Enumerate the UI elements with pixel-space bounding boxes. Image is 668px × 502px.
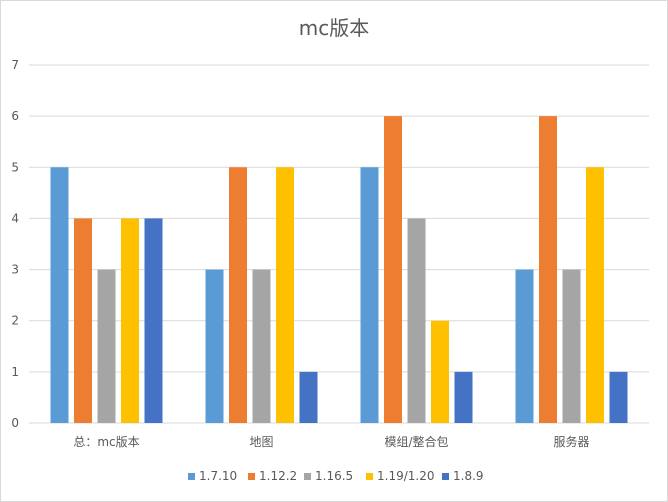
y-tick-label: 1 [11,365,19,379]
legend-swatch [366,473,373,480]
bar-1.12.2-模组/整合包 [384,116,402,424]
y-tick-label: 3 [11,263,19,277]
x-tick-label: 服务器 [553,434,589,449]
y-tick-label: 4 [11,211,19,225]
bar-1.16.5-模组/整合包 [407,218,426,423]
y-axis-ticks: 0 1 2 3 4 5 6 7 [11,58,19,430]
y-tick-label: 2 [11,314,19,328]
x-tick-label: 总：mc版本 [73,435,139,449]
bar-1.8.9-地图 [299,371,318,423]
y-tick-label: 6 [11,109,19,123]
legend-label: 1.16.5 [315,469,353,483]
legend-swatch [188,473,195,480]
legend-label: 1.7.10 [199,469,237,483]
legend-swatch [248,473,255,480]
bar-1.19/1.20-总：mc版本 [121,218,139,423]
bar-1.12.2-总：mc版本 [74,218,92,423]
bar-1.19/1.20-地图 [276,167,294,423]
bar-1.7.10-服务器 [515,269,534,423]
bar-1.16.5-服务器 [562,269,581,423]
legend-swatch [442,473,449,480]
x-tick-label: 模组/整合包 [384,434,448,449]
bar-1.7.10-地图 [205,269,224,423]
bar-1.16.5-总：mc版本 [97,269,116,423]
chart-title: mc版本 [299,16,369,40]
y-tick-label: 5 [11,160,19,174]
legend: 1.7.10 1.12.2 1.16.5 1.19/1.20 1.8.9 [188,469,484,483]
y-tick-label: 7 [11,58,19,72]
y-tick-label: 0 [11,416,19,430]
legend-label: 1.12.2 [259,469,297,483]
bar-1.12.2-服务器 [539,116,557,424]
bar-1.7.10-总：mc版本 [50,167,69,423]
x-tick-label: 地图 [249,435,273,449]
legend-swatch [304,473,311,480]
legend-label: 1.8.9 [453,469,484,483]
bar-1.19/1.20-模组/整合包 [431,320,449,423]
bar-1.8.9-服务器 [609,371,628,423]
bar-1.8.9-总：mc版本 [144,218,163,423]
x-axis-labels: 总：mc版本 地图 模组/整合包 服务器 [73,434,589,449]
bar-1.12.2-地图 [229,167,247,423]
legend-label: 1.19/1.20 [377,469,434,483]
bar-1.19/1.20-服务器 [586,167,604,423]
bar-1.8.9-模组/整合包 [454,371,473,423]
bar-1.16.5-地图 [252,269,271,423]
bar-1.7.10-模组/整合包 [360,167,379,423]
bars [50,116,628,424]
